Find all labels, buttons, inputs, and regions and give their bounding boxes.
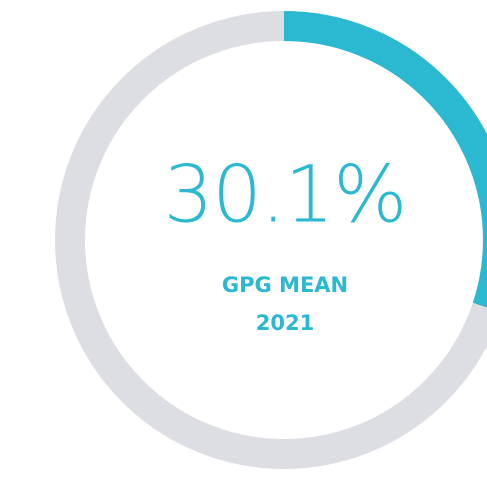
value-label: 30.1% (164, 151, 407, 241)
subtitle: 2021 (256, 311, 314, 335)
ring-arc (55, 11, 487, 469)
ring (55, 11, 487, 469)
label: GPG MEAN (222, 273, 348, 297)
